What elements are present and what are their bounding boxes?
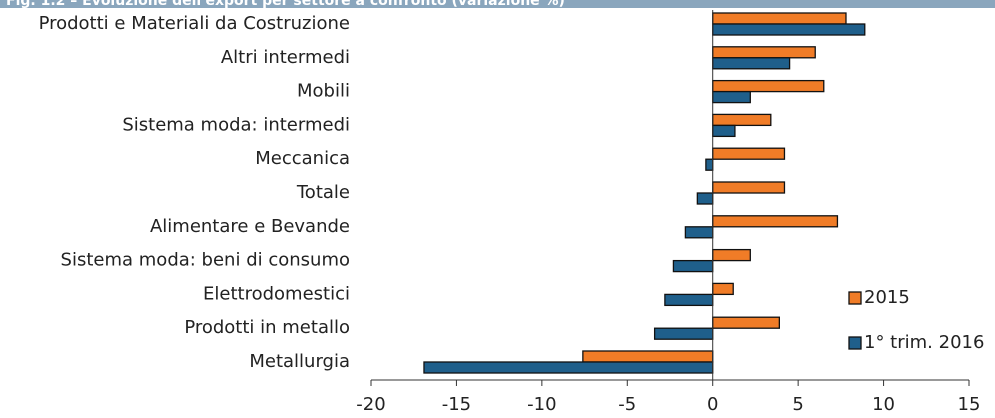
- bar: [712, 23, 866, 36]
- bar: [712, 124, 736, 138]
- x-tick-label: -15: [442, 394, 471, 414]
- bar: [423, 361, 714, 374]
- category-label: Altri intermedi: [221, 47, 350, 68]
- bar: [712, 90, 751, 104]
- bar: [684, 226, 714, 239]
- bar: [712, 248, 751, 262]
- bar: [712, 46, 816, 59]
- x-tick-label: -5: [618, 394, 636, 414]
- title-band: [0, 0, 995, 8]
- category-label: Sistema moda: intermedi: [122, 114, 350, 135]
- x-tick-label: 5: [792, 394, 803, 414]
- legend-label: 2015: [864, 287, 910, 308]
- x-tick-label: -20: [356, 394, 385, 414]
- bar: [712, 147, 786, 160]
- bar: [712, 113, 772, 127]
- legend-swatch: [848, 336, 862, 350]
- category-label: Alimentare e Bevande: [150, 216, 350, 237]
- category-label: Sistema moda: beni di consumo: [61, 250, 350, 271]
- bar: [712, 181, 786, 194]
- x-tick-label: 0: [707, 394, 718, 414]
- category-label: Totale: [296, 182, 350, 203]
- x-tick-label: 10: [872, 394, 895, 414]
- category-label: Prodotti e Materiali da Costruzione: [39, 13, 350, 34]
- x-tick-label: -10: [527, 394, 556, 414]
- category-label: Mobili: [297, 81, 350, 102]
- category-label: Metallurgia: [249, 351, 350, 372]
- category-label: Meccanica: [255, 148, 350, 169]
- category-label: Elettrodomestici: [203, 283, 350, 304]
- bar: [712, 12, 847, 25]
- category-label: Prodotti in metallo: [184, 317, 350, 338]
- chart-title: Fig. 1.2 – Evoluzione dell'export per se…: [6, 0, 565, 9]
- bar: [712, 215, 839, 228]
- bar: [712, 282, 734, 296]
- bar: [696, 192, 714, 205]
- bar: [712, 57, 791, 70]
- legend-label: 1° trim. 2016: [864, 332, 984, 353]
- bar: [672, 259, 714, 273]
- bar: [712, 79, 825, 93]
- x-tick-label: 15: [958, 394, 981, 414]
- legend-swatch: [848, 291, 862, 305]
- bar: [705, 158, 714, 171]
- bar: [582, 350, 714, 363]
- bar: [664, 293, 714, 307]
- bar: [653, 327, 714, 340]
- bar: [712, 316, 780, 329]
